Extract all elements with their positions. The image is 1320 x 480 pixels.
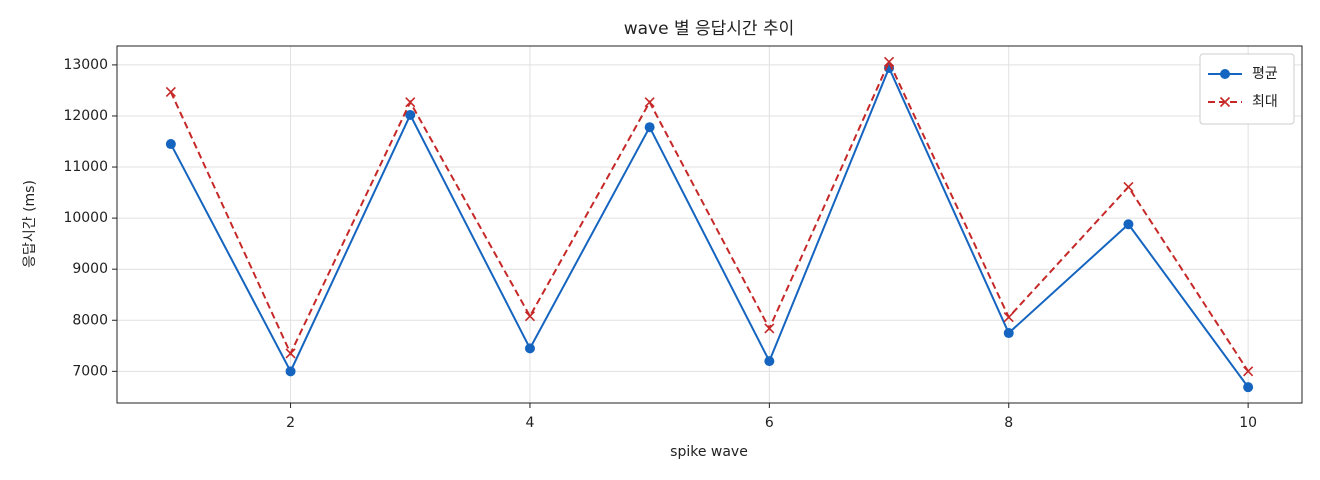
legend-box <box>1199 53 1295 125</box>
marker <box>644 97 655 108</box>
marker <box>1243 366 1254 377</box>
x-tick-label: 6 <box>765 415 774 431</box>
series-line <box>169 59 1249 372</box>
x-axis-label: spike wave <box>670 444 748 460</box>
marker <box>405 97 416 108</box>
marker <box>1003 328 1014 339</box>
legend-label: 최대 <box>1252 94 1278 110</box>
y-tick-label: 12000 <box>63 108 108 124</box>
marker <box>524 311 536 322</box>
marker <box>1003 312 1014 323</box>
plot-frame <box>116 45 1303 404</box>
y-tick-label: 7000 <box>72 363 108 379</box>
marker <box>883 56 895 67</box>
y-tick-label: 8000 <box>72 312 108 328</box>
marker <box>524 343 535 354</box>
marker <box>165 139 176 150</box>
marker <box>165 86 176 98</box>
x-tick-label: 8 <box>1004 415 1013 431</box>
marker <box>285 366 296 377</box>
marker <box>1219 96 1231 108</box>
marker <box>764 323 775 334</box>
marker <box>644 122 655 133</box>
x-tick-label: 10 <box>1239 415 1257 431</box>
marker <box>1123 181 1134 193</box>
chart-title: wave 별 응답시간 추이 <box>624 19 795 39</box>
y-axis-label: 응답시간 (ms) <box>22 180 38 268</box>
y-tick-label: 9000 <box>72 261 108 277</box>
marker <box>764 356 775 367</box>
y-tick-label: 13000 <box>63 57 108 73</box>
series-line <box>169 65 1249 388</box>
marker <box>1123 219 1134 230</box>
marker <box>405 109 416 120</box>
y-tick-label: 11000 <box>63 159 108 175</box>
marker <box>285 348 296 359</box>
x-tick-label: 2 <box>286 415 295 431</box>
marker <box>1243 382 1254 393</box>
y-tick-label: 10000 <box>63 210 108 226</box>
x-tick-label: 4 <box>525 415 534 431</box>
marker <box>1220 69 1230 79</box>
legend-label: 평균 <box>1252 66 1278 82</box>
